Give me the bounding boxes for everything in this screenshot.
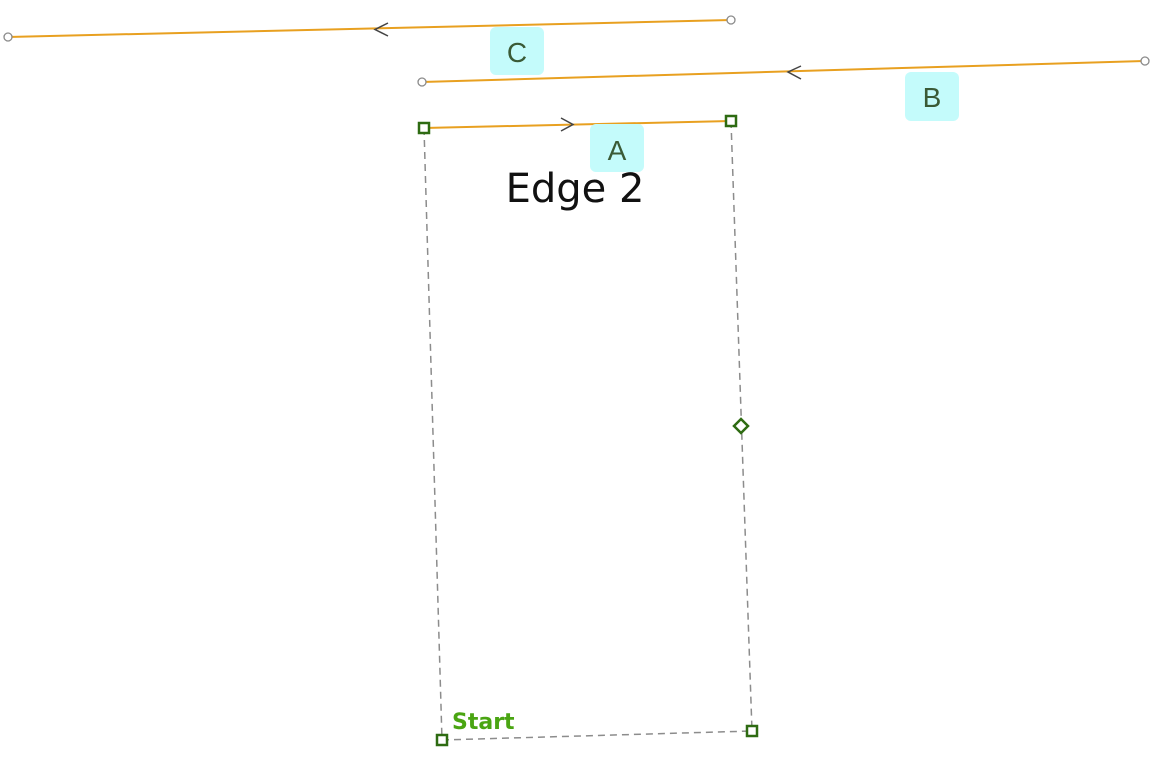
- segment-b-line[interactable]: [421, 60, 1146, 83]
- segment-b[interactable]: [417, 56, 1150, 87]
- segment-c-end-vertex[interactable]: [726, 15, 736, 25]
- vertex-bottom-right[interactable]: [745, 724, 759, 738]
- segment-c-arrow: [373, 22, 389, 37]
- edge-label: Edge 2: [506, 166, 645, 212]
- label-a: A: [590, 124, 644, 172]
- label-c-bg: [490, 27, 544, 75]
- vertex-top-left[interactable]: [417, 121, 431, 135]
- label-b-bg: [905, 72, 959, 121]
- label-c-text: C: [507, 37, 527, 68]
- segment-c-start-vertex[interactable]: [3, 32, 13, 42]
- label-a-text: A: [608, 135, 627, 166]
- boundary-edge-bottom: [441, 730, 753, 741]
- midpoint-diamond-handle[interactable]: [732, 417, 750, 435]
- label-c: C: [490, 27, 544, 75]
- label-a-bg: [590, 124, 644, 172]
- segment-b-arrow: [786, 65, 802, 80]
- segment-b-start-vertex[interactable]: [417, 77, 427, 87]
- boundary-edge-left: [423, 127, 443, 741]
- vertex-bottom-left-start[interactable]: [435, 733, 449, 747]
- label-b: B: [905, 72, 959, 121]
- segment-a-arrow: [560, 117, 575, 132]
- segment-a-line[interactable]: [423, 120, 732, 129]
- segment-b-end-vertex[interactable]: [1140, 56, 1150, 66]
- label-b-text: B: [923, 82, 942, 113]
- segment-a[interactable]: [423, 117, 732, 132]
- segment-c[interactable]: [3, 15, 736, 42]
- boundary-polygon: [423, 120, 753, 741]
- start-label: Start: [452, 710, 515, 735]
- segment-c-line[interactable]: [7, 19, 732, 38]
- vertex-top-right[interactable]: [724, 114, 738, 128]
